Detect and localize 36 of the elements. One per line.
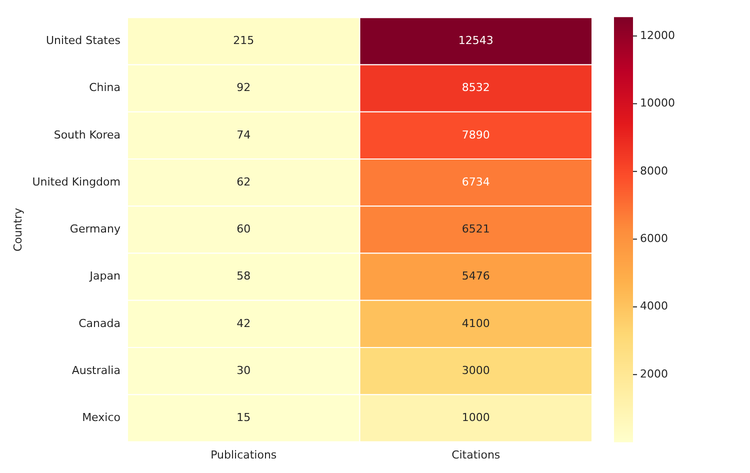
- data-label: 3000: [462, 364, 490, 377]
- data-label: 15: [236, 411, 251, 424]
- data-label: 6734: [462, 175, 490, 188]
- data-label: 42: [236, 316, 251, 330]
- y-tick-label: Germany: [70, 222, 121, 236]
- data-label: 7890: [462, 128, 490, 142]
- color-bar-label: 12000: [640, 28, 675, 42]
- data-label: 6521: [462, 222, 490, 236]
- y-tick-label: Mexico: [82, 411, 121, 424]
- data-label: 4100: [462, 316, 490, 330]
- data-label: 12543: [458, 34, 494, 48]
- y-tick-label: South Korea: [54, 128, 120, 142]
- data-label: 8532: [462, 81, 490, 94]
- color-bar-label: 4000: [640, 300, 668, 313]
- data-label: 74: [236, 128, 251, 142]
- y-tick-label: China: [89, 81, 120, 94]
- data-label: 58: [236, 270, 251, 283]
- y-tick-label: Canada: [78, 316, 120, 330]
- data-label: 30: [236, 364, 251, 377]
- x-tick-label: Citations: [452, 448, 500, 462]
- y-tick-label: United States: [46, 34, 121, 48]
- y-axis-title: Country: [11, 207, 24, 252]
- data-label: 215: [233, 34, 254, 48]
- data-label: 5476: [462, 270, 490, 283]
- color-bar-label: 8000: [640, 164, 668, 178]
- data-label: 60: [236, 222, 251, 236]
- y-tick-label: United Kingdom: [32, 175, 120, 188]
- data-label: 92: [236, 81, 251, 94]
- data-label: 1000: [462, 411, 490, 424]
- color-bar-label: 10000: [640, 96, 675, 110]
- y-tick-label: Australia: [72, 364, 120, 377]
- y-tick-label: Japan: [88, 270, 121, 283]
- color-bar-label: 2000: [640, 367, 668, 380]
- data-label: 62: [236, 175, 251, 188]
- color-bar-label: 6000: [640, 232, 668, 246]
- x-tick-label: Publications: [210, 448, 277, 462]
